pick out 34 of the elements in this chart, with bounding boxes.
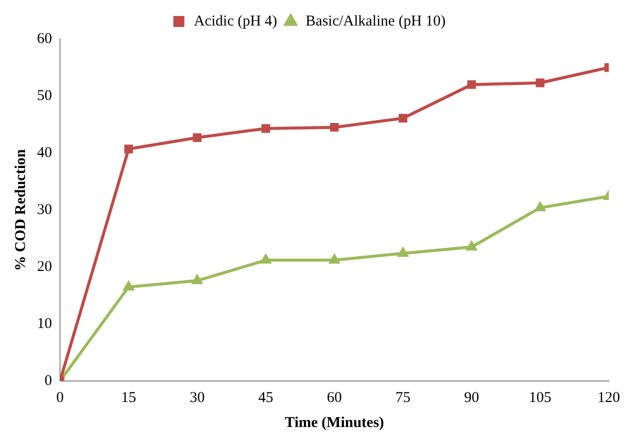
point: [329, 254, 340, 264]
point: [124, 281, 134, 290]
point: [330, 123, 339, 132]
y-axis-title: % COD Reduction: [12, 148, 29, 271]
point: [536, 78, 544, 88]
point: [124, 144, 133, 154]
point: [467, 80, 476, 89]
y-tick-label: 50: [37, 88, 52, 104]
legend-label: Basic/Alkaline (pH 10): [306, 13, 446, 30]
x-tick-label: 120: [598, 390, 620, 406]
y-tick-label: 60: [37, 30, 52, 47]
point: [192, 275, 202, 284]
y-tick-label: 30: [37, 202, 52, 218]
x-tick-label: 60: [326, 390, 342, 406]
y-tick-label: 10: [37, 316, 52, 332]
x-tick-label: 45: [258, 390, 274, 406]
y-tick-label: 0: [44, 372, 52, 389]
point: [192, 133, 202, 142]
legend-label: Acidic (pH 4): [194, 13, 278, 30]
point: [398, 114, 408, 123]
x-tick-label: 75: [395, 390, 410, 406]
point: [260, 254, 271, 264]
point: [535, 202, 546, 212]
x-tick-label: 90: [464, 390, 480, 406]
y-tick-label: 40: [37, 144, 52, 161]
point: [398, 248, 408, 257]
point: [466, 242, 477, 251]
x-tick-label: 105: [528, 390, 552, 406]
x-tick-label: 0: [56, 390, 64, 406]
x-tick-label: 15: [121, 390, 136, 406]
x-axis-title: Time (Minutes): [284, 414, 384, 431]
x-tick-label: 30: [190, 390, 205, 406]
y-tick-label: 20: [37, 258, 52, 275]
point: [261, 124, 270, 133]
